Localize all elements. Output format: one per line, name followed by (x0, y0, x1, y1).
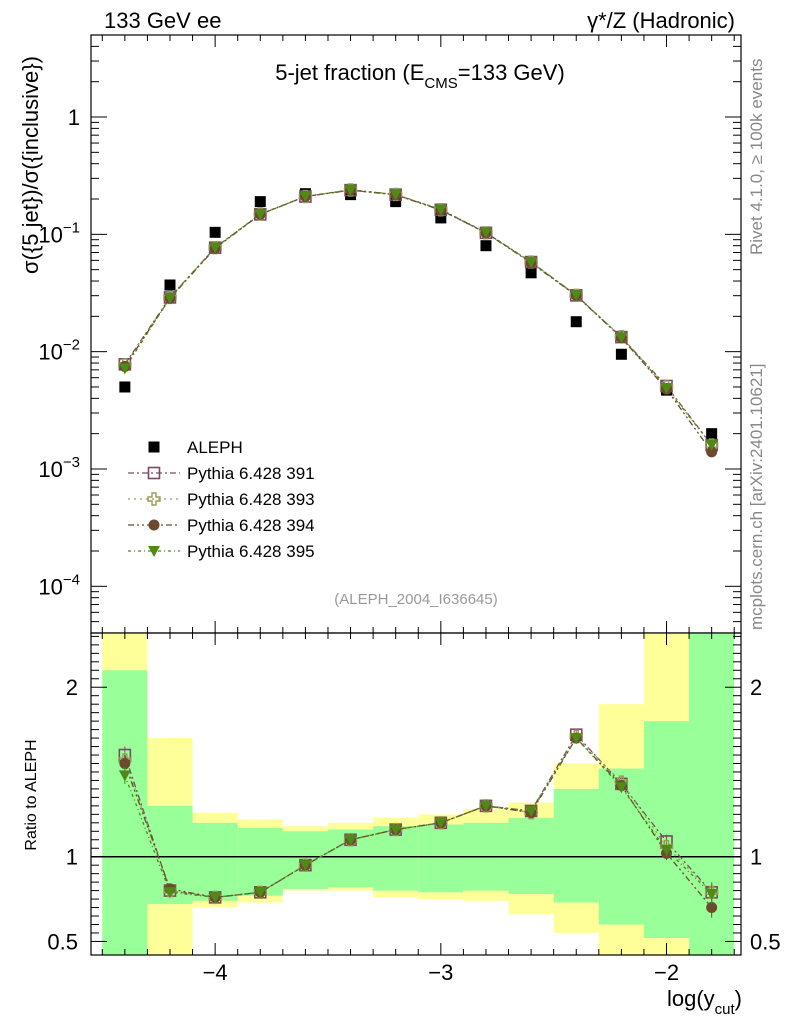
ratio-point (525, 805, 538, 817)
mc-point (434, 204, 447, 216)
mc-line (124, 189, 713, 446)
data-point (525, 267, 537, 279)
legend: ALEPH Pythia 6.428 391 Pythia 6.428 393 Pyt… (128, 438, 315, 561)
legend-marker (148, 546, 160, 557)
data-point (570, 316, 582, 328)
main-panel: 5-jet fraction (ECMS=133 GeV) σ({5 jet})… (18, 34, 742, 634)
ratio-line (124, 737, 713, 908)
legend-marker (147, 492, 161, 506)
ratio-y-tick-label: 0.5 (47, 929, 78, 954)
y-tick-label: 10−1 (38, 219, 80, 247)
data-point (706, 428, 718, 440)
x-tick-label: −4 (203, 960, 228, 985)
legend-label: Pythia 6.428 394 (187, 516, 315, 535)
mc-point (660, 383, 673, 395)
data-point (209, 226, 221, 238)
ratio-point (570, 733, 583, 745)
ratio-point (254, 887, 267, 899)
rivet-label: Rivet 4.1.0, ≥ 100k events (747, 59, 766, 255)
mc-point (705, 440, 718, 452)
ratio-point (706, 902, 718, 914)
x-tick-label: −2 (654, 960, 679, 985)
data-point (615, 348, 627, 360)
legend-label: Pythia 6.428 391 (187, 464, 315, 483)
data-point (435, 212, 447, 224)
mc-point (299, 191, 312, 203)
mc-point (118, 363, 131, 375)
data-point (390, 196, 402, 208)
mc-point (706, 446, 718, 458)
ratio-point (163, 887, 176, 899)
green-band-bin (418, 824, 464, 893)
legend-label: Pythia 6.428 395 (187, 542, 315, 561)
ratio-frame (90, 632, 742, 956)
y-tick-label: 10−4 (38, 571, 80, 599)
ratio-y-tick-label: 2 (66, 675, 78, 700)
mc-point (479, 227, 492, 239)
data-point (480, 240, 492, 252)
ratio-point (119, 757, 131, 769)
header-right: γ*/Z (Hadronic) (587, 8, 735, 33)
ratio-line (124, 735, 713, 899)
mc-point (570, 290, 583, 302)
ratio-point (705, 888, 718, 900)
green-band-bin (237, 827, 283, 896)
ratio-point (209, 892, 222, 904)
ratio-ylabel: Ratio to ALEPH (23, 739, 40, 850)
x-axis-label: log(ycut) (667, 986, 742, 1018)
ratio-point (479, 800, 492, 812)
green-band-bin (553, 788, 599, 903)
mc-point (525, 257, 538, 269)
mc-point (163, 292, 176, 304)
mc-point (615, 332, 628, 344)
data-point (254, 196, 266, 208)
green-band-bin (508, 817, 554, 894)
y-tick-label: 10−3 (38, 454, 80, 482)
data-point (164, 279, 176, 291)
data-point (119, 381, 131, 393)
ratio-point (615, 782, 628, 794)
mc-line (124, 189, 713, 453)
ratio-y-tick-label: 1 (66, 845, 78, 870)
green-band-bin (192, 822, 238, 901)
ratio-point (344, 834, 357, 846)
green-band-bin (373, 826, 419, 891)
ratio-y-tick-label-right: 1 (750, 845, 762, 870)
ratio-point (299, 860, 312, 872)
main-title: 5-jet fraction (ECMS=133 GeV) (275, 60, 565, 92)
ratio-y-tick-label-right: 2 (750, 675, 762, 700)
legend-marker (148, 441, 160, 453)
green-band-bin (598, 768, 644, 925)
y-tick-label: 10−2 (38, 337, 80, 365)
main-ylabel: σ({5 jet})/σ({inclusive}) (18, 56, 43, 274)
legend-label: ALEPH (187, 438, 243, 457)
ratio-y-tick-label-right: 0.5 (750, 929, 781, 954)
legend-marker (148, 519, 160, 531)
x-tick-label: −3 (428, 960, 453, 985)
ratio-point (389, 824, 402, 836)
mc-point (389, 189, 402, 201)
header-left: 133 GeV ee (104, 8, 221, 33)
ratio-panel: Ratio to ALEPH log(ycut) −4 −3 −2 2 2 1 1 0.5 0.… (23, 632, 781, 1018)
green-band-bin (643, 721, 690, 939)
legend-marker (147, 466, 161, 480)
mc-point (209, 242, 222, 254)
mc-point (254, 209, 267, 221)
analysis-label: (ALEPH_2004_I636645) (334, 591, 497, 608)
legend-label: Pythia 6.428 393 (187, 490, 315, 509)
ratio-point (118, 770, 131, 782)
mcplots-label: mcplots.cern.ch [arXiv:2401.10621] (747, 364, 766, 630)
ratio-point (434, 817, 447, 829)
mc-point (344, 184, 357, 196)
y-tick-label: 1 (68, 105, 80, 130)
ratio-point (660, 844, 673, 856)
green-band-bin (102, 670, 148, 955)
